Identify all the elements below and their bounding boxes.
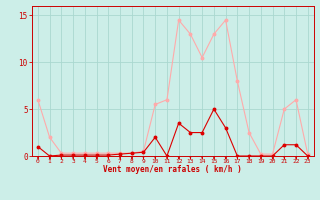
X-axis label: Vent moyen/en rafales ( km/h ): Vent moyen/en rafales ( km/h ) <box>103 165 242 174</box>
